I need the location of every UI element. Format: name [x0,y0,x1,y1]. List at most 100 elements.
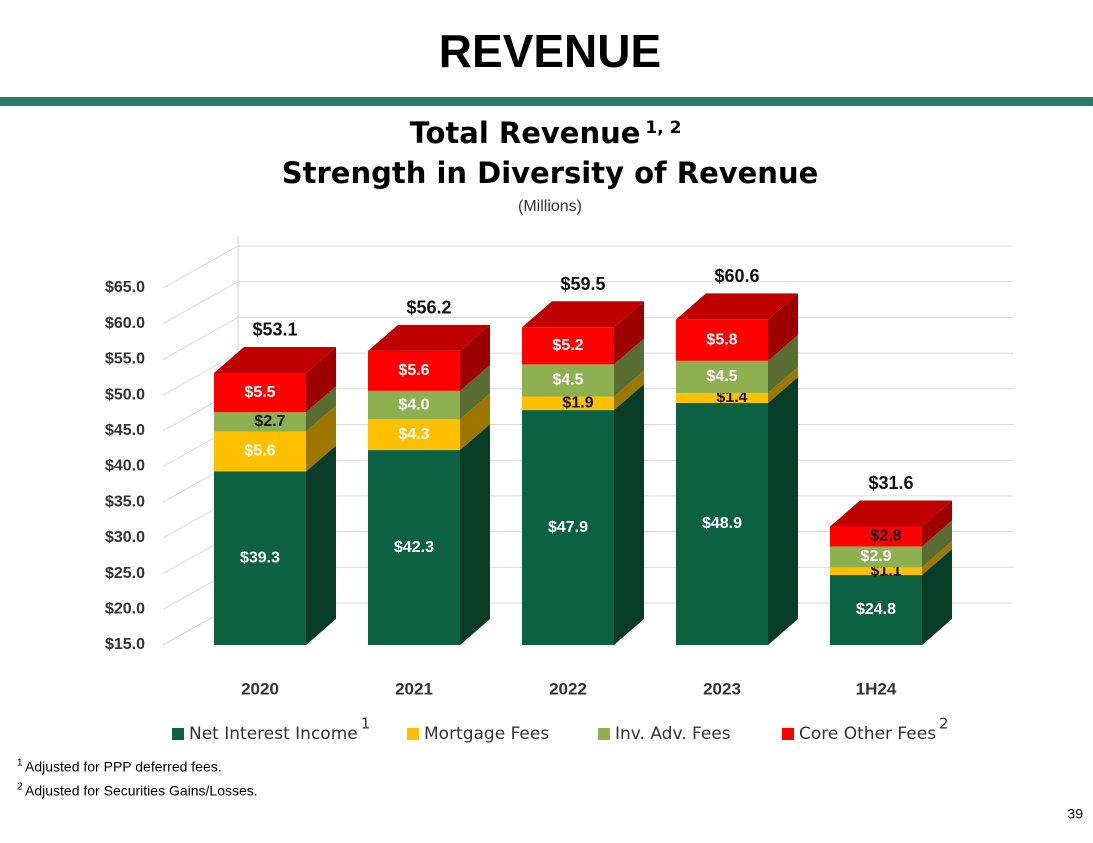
value-label: $5.8 [706,331,737,348]
bar-segment [214,372,306,413]
chart-title: Total Revenue [410,116,641,150]
footnote-marker: 1 [17,758,23,769]
value-label: $5.2 [552,337,583,354]
bar-segment [522,410,614,645]
legend-swatch [172,728,184,740]
total-label: $59.5 [560,274,605,294]
bar-side [922,520,952,568]
legend-swatch [598,728,610,740]
bar-side [614,338,644,397]
value-label: $48.9 [702,515,742,532]
x-tick-label: 2021 [395,679,433,698]
bar-segment [676,319,768,361]
value-label: $5.6 [398,362,429,379]
value-label: $1.4 [716,389,747,406]
value-label: $5.5 [244,384,275,401]
value-label: $2.7 [254,413,285,430]
bar-segment [368,419,460,451]
chart-subtitle: Strength in Diversity of Revenue [282,156,819,190]
bar-segment [830,546,922,568]
bar-segment [830,567,922,576]
bar-segment [522,327,614,365]
value-label: $39.3 [240,549,280,566]
y-tick-label: $45.0 [105,422,145,439]
value-label: $42.3 [394,539,434,556]
value-label: $4.3 [398,426,429,443]
bar-segment [214,412,306,432]
bar-top [676,293,798,320]
bar-side [306,445,336,645]
grid-line [162,245,1013,289]
bar-side [460,393,490,451]
y-tick-label: $25.0 [105,565,145,582]
y-tick-label: $50.0 [105,386,145,403]
bar-side [922,541,952,576]
bar-side [460,324,490,391]
legend-label: Net Interest Income [189,724,358,744]
bar-top [522,301,644,328]
x-tick-label: 1H24 [856,679,897,698]
x-tick-label: 2023 [703,679,741,698]
y-tick-label: $40.0 [105,458,145,475]
total-label: $56.2 [406,298,451,318]
y-tick-label: $60.0 [105,315,145,332]
page-number: 39 [1067,806,1083,822]
unit-label: (Millions) [518,198,582,215]
bar-top [830,500,952,527]
bar-side [614,384,644,645]
bar-side [922,549,952,645]
value-label: $4.0 [398,396,429,413]
value-label: $47.9 [548,519,588,536]
bar-segment [522,364,614,397]
bar-segment [368,450,460,645]
total-label: $53.1 [252,320,297,340]
bar-side [768,366,798,403]
y-tick-label: $30.0 [105,529,145,546]
footnote-text: Adjusted for Securities Gains/Losses. [25,783,258,799]
legend-superscript: 1 [361,715,371,733]
total-label: $31.6 [868,473,913,493]
legend-superscript: 2 [939,715,949,733]
footnote-marker: 2 [17,782,23,793]
slide-title: REVENUE [439,25,661,77]
grid-line [162,281,1013,325]
bar-segment [676,402,768,645]
bar-segment [676,360,768,393]
bar-segment [830,575,922,645]
bar-side [306,386,336,432]
header-rule [0,97,1093,106]
y-tick-label: $35.0 [105,493,145,510]
bar-segment [676,392,768,403]
y-tick-label: $65.0 [105,279,145,296]
bar-side [768,293,798,361]
value-label: $2.8 [870,528,901,545]
bar-side [306,405,336,472]
bar-segment [522,396,614,411]
x-tick-label: 2020 [241,679,279,698]
value-label: $1.9 [562,395,593,412]
bar-side [922,500,952,547]
value-label: $5.6 [244,443,275,460]
footnote-text: Adjusted for PPP deferred fees. [25,759,222,775]
bar-segment [830,526,922,547]
legend-label: Mortgage Fees [424,724,549,744]
bar-side [460,364,490,420]
bar-segment [368,390,460,420]
bar-segment [214,431,306,472]
bar-segment [368,350,460,391]
y-tick-label: $15.0 [105,636,145,653]
legend-label: Core Other Fees [799,724,936,744]
legend-swatch [782,728,794,740]
bar-side [614,370,644,411]
bar-top [214,346,336,373]
y-tick-label: $20.0 [105,601,145,618]
bar-segment [214,471,306,645]
value-label: $4.5 [706,368,737,385]
value-label: $24.8 [856,601,896,618]
bar-side [768,376,798,645]
bar-side [614,301,644,365]
bar-side [768,334,798,393]
value-label: $2.9 [860,548,891,565]
bar-side [306,346,336,413]
chart-title-superscript: 1, 2 [645,118,681,138]
